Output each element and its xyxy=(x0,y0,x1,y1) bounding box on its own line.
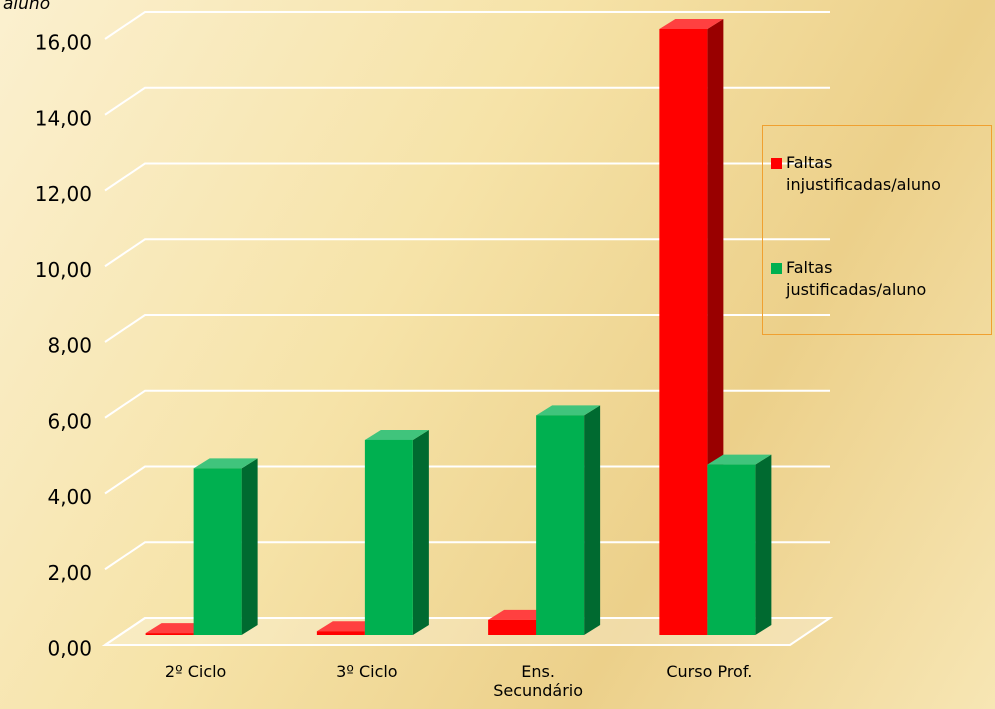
grid-line xyxy=(104,465,830,495)
y-tick-label: 4,00 xyxy=(47,485,92,509)
legend-box xyxy=(762,125,992,335)
grid-line xyxy=(104,162,830,192)
bar-side xyxy=(241,458,258,635)
grid-line xyxy=(104,617,830,646)
grid-line xyxy=(104,389,830,419)
bar-side xyxy=(755,454,772,635)
x-tick-label: Ens. Secundário xyxy=(493,662,584,700)
bar-top xyxy=(536,405,601,416)
y-tick-label: 16,00 xyxy=(35,31,92,55)
bar-top xyxy=(659,19,724,29)
x-tick-label: 3º Ciclo xyxy=(336,662,398,681)
bar-front xyxy=(193,468,242,635)
legend-swatch xyxy=(771,263,782,274)
bar-front xyxy=(659,29,708,635)
grid-line xyxy=(104,314,830,343)
y-tick-label: 10,00 xyxy=(35,258,92,282)
bar-front xyxy=(316,631,365,635)
bar-side xyxy=(412,429,429,635)
bar-side xyxy=(584,405,601,635)
grid-line xyxy=(104,11,830,40)
bar-front xyxy=(364,439,413,635)
bar xyxy=(364,429,429,635)
legend-label: Faltas justificadas/aluno xyxy=(786,258,927,299)
bar-front xyxy=(145,633,194,635)
y-tick-label: 8,00 xyxy=(47,334,92,358)
y-tick-label: 6,00 xyxy=(47,409,92,433)
legend-swatch xyxy=(771,158,782,169)
bar-front xyxy=(707,464,756,635)
y-tick-label: 14,00 xyxy=(35,106,92,130)
bar xyxy=(193,458,258,635)
bar xyxy=(707,454,772,635)
grid-line xyxy=(104,541,830,571)
y-tick-label: 12,00 xyxy=(35,182,92,206)
x-tick-label: 2º Ciclo xyxy=(164,662,227,681)
bar-top xyxy=(364,429,429,440)
bar-front xyxy=(536,415,585,635)
y-tick-label: 0,00 xyxy=(47,637,92,661)
legend-label: Faltas injustificadas/aluno xyxy=(786,153,941,194)
y-axis-title: aluno xyxy=(3,0,50,14)
bar-front xyxy=(488,619,537,635)
bar xyxy=(536,405,601,635)
grid-line xyxy=(104,86,830,116)
bar-top xyxy=(707,454,772,465)
grid-line xyxy=(104,238,830,268)
x-tick-label: Curso Prof. xyxy=(666,662,753,681)
bar-top xyxy=(193,458,258,469)
y-tick-label: 2,00 xyxy=(47,561,92,585)
